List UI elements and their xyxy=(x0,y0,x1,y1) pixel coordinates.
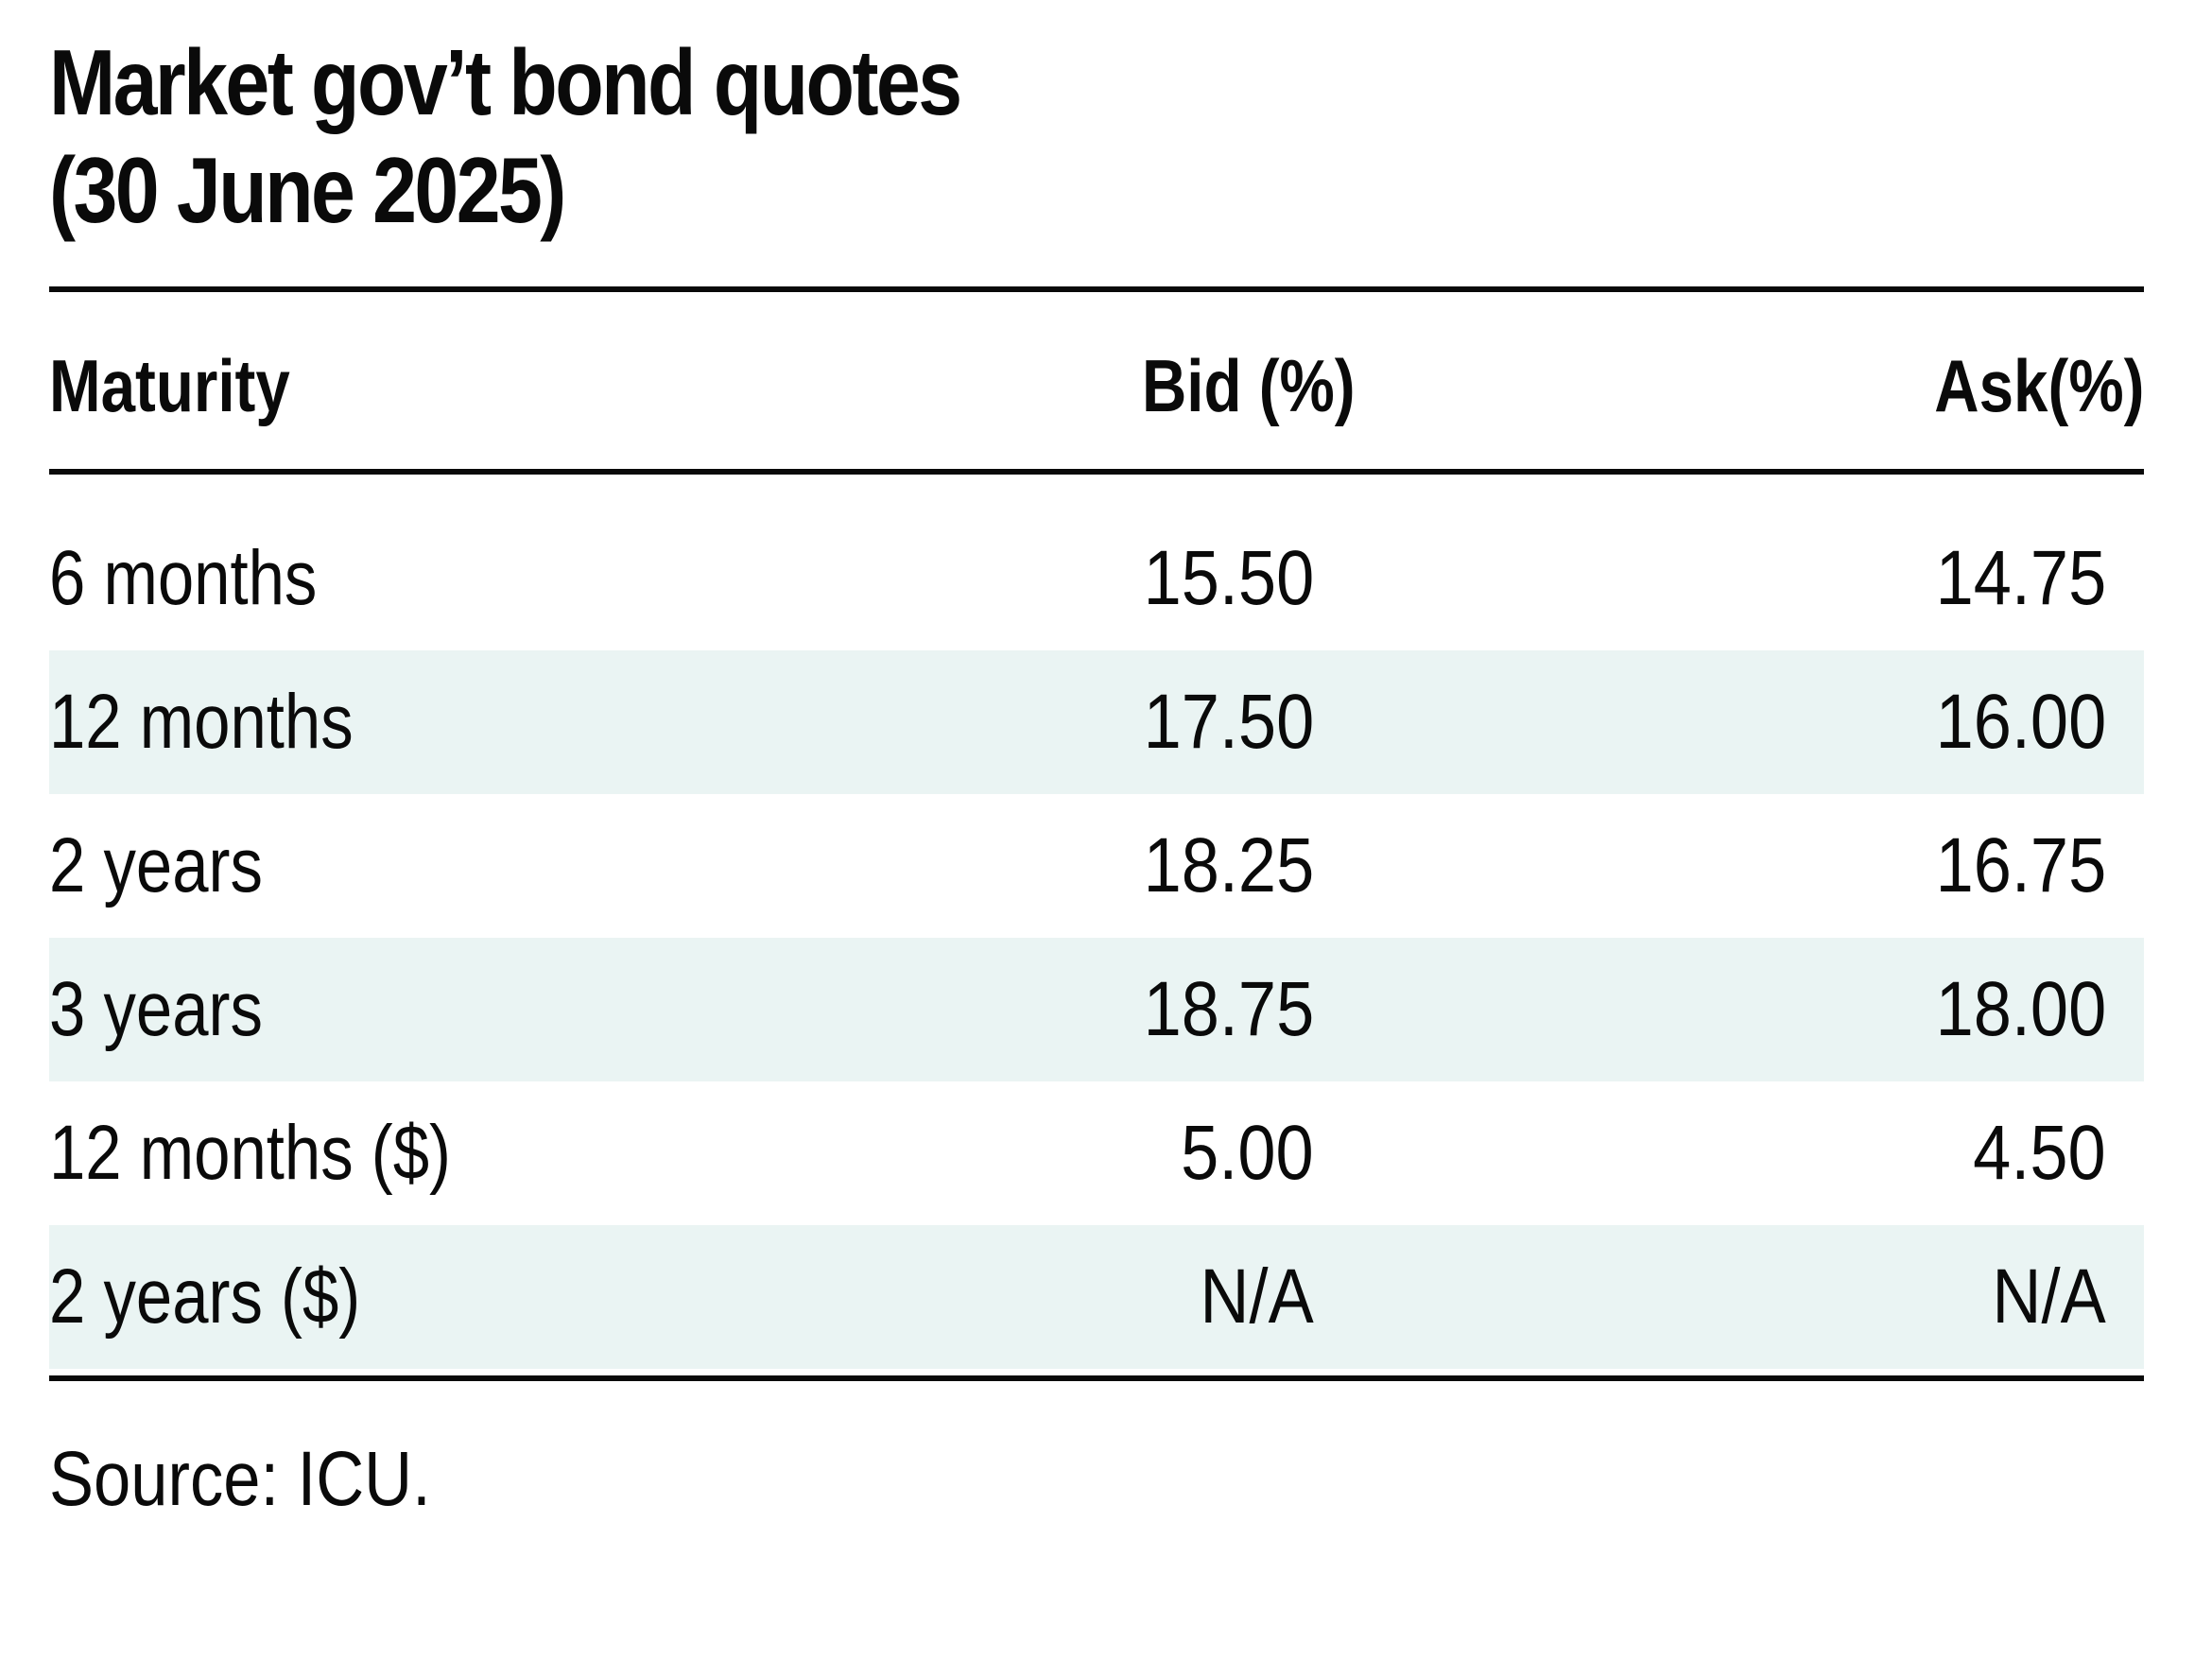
header-rule xyxy=(49,469,2144,475)
bid-cell: N/A xyxy=(1200,1254,1314,1340)
table-header-row: Maturity Bid (%) Ask(%) xyxy=(49,338,2144,433)
maturity-cell: 3 years xyxy=(49,966,263,1052)
column-header-bid: Bid (%) xyxy=(1142,344,1356,427)
table-title: Market gov’t bond quotes (30 June 2025) xyxy=(49,0,1851,244)
maturity-cell: 12 months ($) xyxy=(49,1110,451,1196)
bid-cell: 18.75 xyxy=(1143,966,1314,1052)
table-row: 2 years ($) N/A N/A xyxy=(49,1225,2144,1369)
bottom-rule xyxy=(49,1375,2144,1381)
bid-cell: 18.25 xyxy=(1143,822,1314,908)
top-rule xyxy=(49,286,2144,292)
maturity-cell: 12 months xyxy=(49,679,354,765)
source-note: Source: ICU. xyxy=(49,1436,431,1522)
ask-cell: 18.00 xyxy=(1935,966,2106,1052)
maturity-cell: 2 years ($) xyxy=(49,1254,361,1340)
bond-quotes-table-figure: Market gov’t bond quotes (30 June 2025) … xyxy=(49,0,2144,1522)
table-row: 3 years 18.75 18.00 xyxy=(49,938,2144,1081)
column-header-maturity: Maturity xyxy=(49,344,290,427)
maturity-cell: 2 years xyxy=(49,822,263,908)
table-row: 12 months ($) 5.00 4.50 xyxy=(49,1081,2144,1225)
table-body: 6 months 15.50 14.75 12 months 17.50 16.… xyxy=(49,507,2144,1369)
ask-cell: 16.00 xyxy=(1935,679,2106,765)
ask-cell: 4.50 xyxy=(1973,1110,2106,1196)
ask-cell: N/A xyxy=(1992,1254,2106,1340)
ask-cell: 16.75 xyxy=(1935,822,2106,908)
bid-cell: 17.50 xyxy=(1143,679,1314,765)
title-line-1: Market gov’t bond quotes xyxy=(49,30,962,134)
table-row: 6 months 15.50 14.75 xyxy=(49,507,2144,650)
title-line-2: (30 June 2025) xyxy=(49,138,566,242)
maturity-cell: 6 months xyxy=(49,535,318,621)
ask-cell: 14.75 xyxy=(1935,535,2106,621)
table-row: 12 months 17.50 16.00 xyxy=(49,650,2144,794)
bid-cell: 5.00 xyxy=(1181,1110,1314,1196)
bid-cell: 15.50 xyxy=(1143,535,1314,621)
table-row: 2 years 18.25 16.75 xyxy=(49,794,2144,938)
column-header-ask: Ask(%) xyxy=(1933,344,2144,427)
